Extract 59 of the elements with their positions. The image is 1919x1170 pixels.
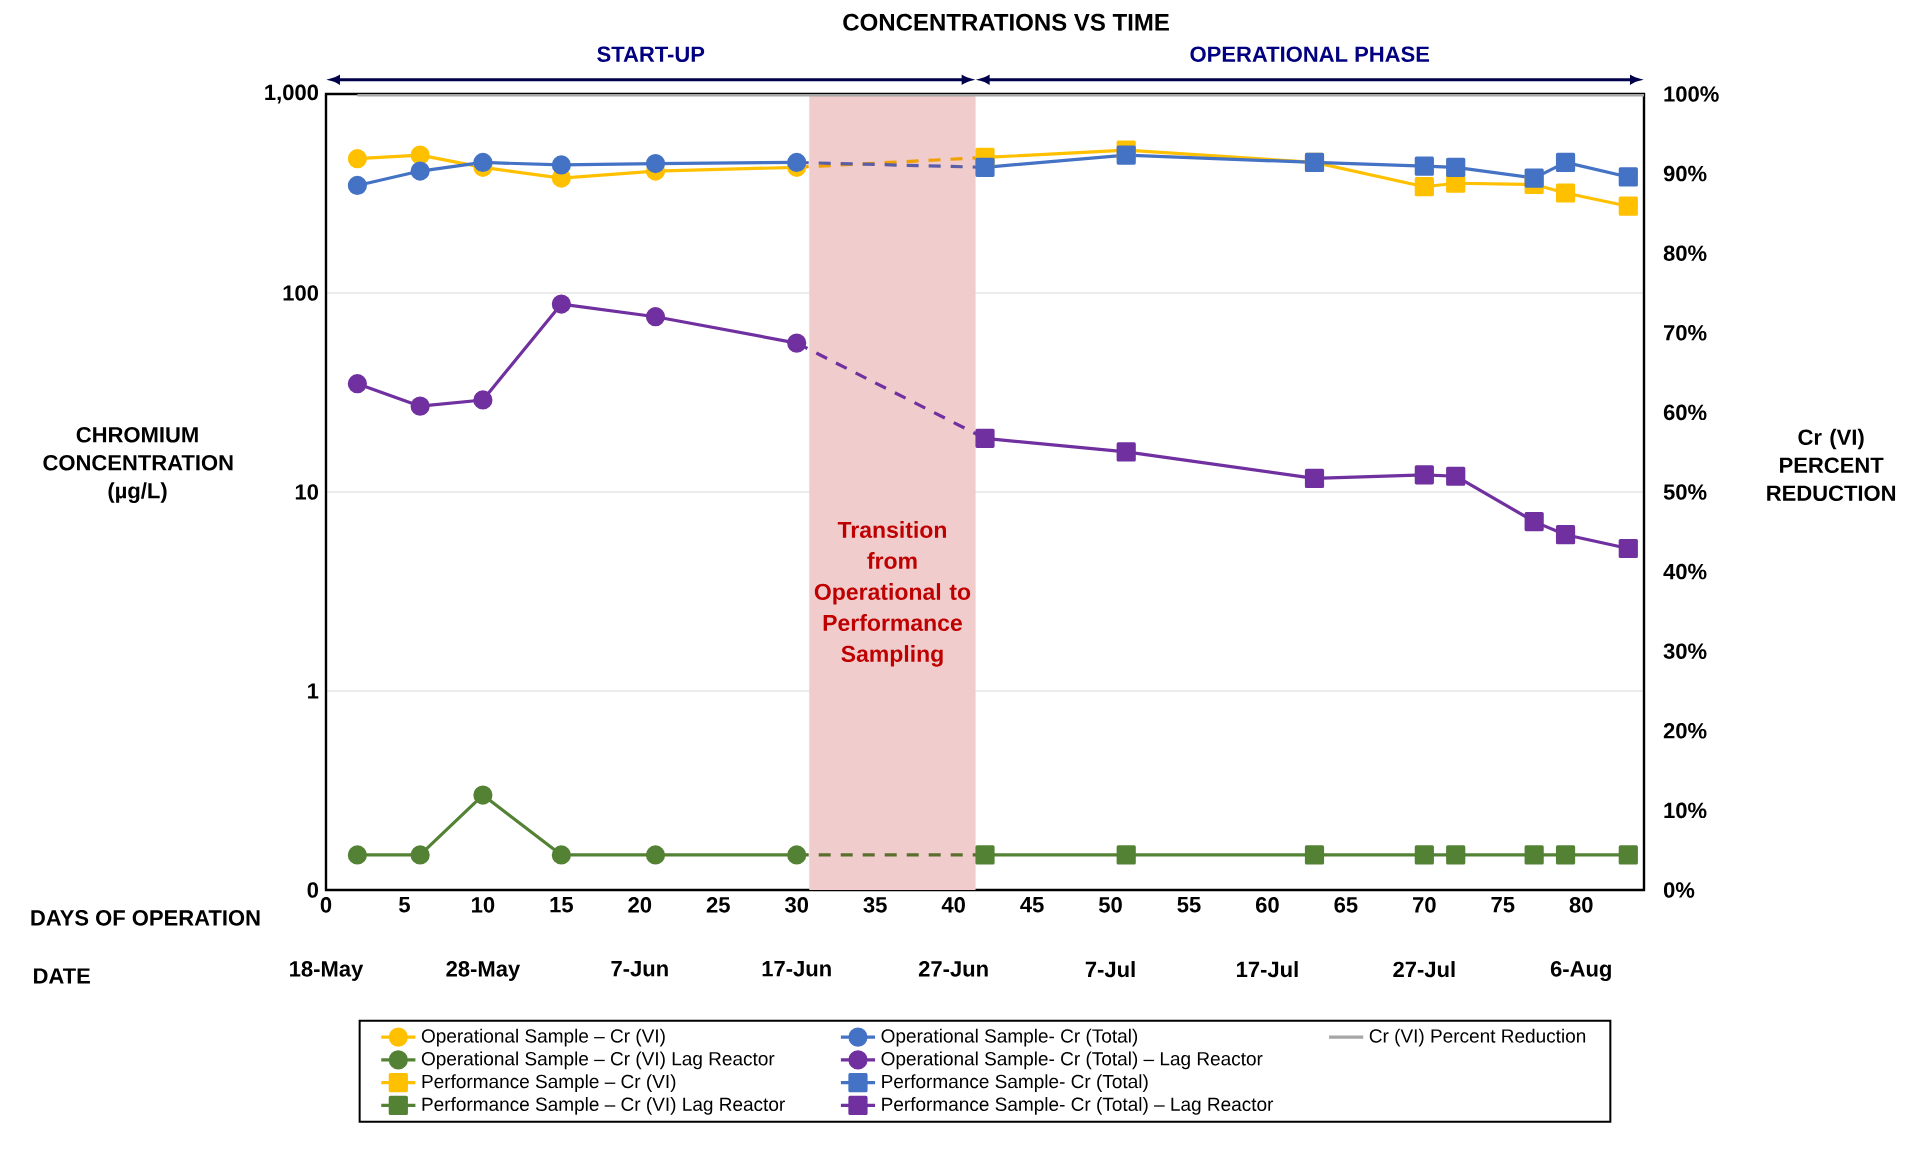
x-tick-label: 0 bbox=[320, 897, 332, 913]
y2-tick-label: 40% bbox=[1663, 563, 1707, 580]
y2-tick-label: 100% bbox=[1664, 86, 1719, 102]
x2-tick-label: 17-Jun bbox=[762, 961, 831, 977]
x-tick-label: 80 bbox=[1569, 897, 1593, 913]
y2-tick-label: 10% bbox=[1664, 802, 1707, 819]
x2-tick-label: 27-Jul bbox=[1393, 961, 1455, 978]
y-tick-label: 100 bbox=[283, 285, 319, 301]
y2-tick-label: 20% bbox=[1663, 723, 1707, 739]
x-tick-label: 40 bbox=[941, 897, 965, 913]
legend-label: Operational Sample- Cr (Total) bbox=[881, 1028, 1138, 1047]
text: OPERATIONAL PHASE bbox=[1190, 46, 1430, 62]
text: START-UP bbox=[597, 46, 705, 62]
legend-label: Operational Sample- Cr (Total) – Lag Reactor bbox=[881, 1051, 1263, 1070]
y2-axis-title: Cr (VI) PERCENT REDUCTION bbox=[1767, 428, 1896, 501]
legend-label: Operational Sample – Cr (VI) bbox=[421, 1028, 665, 1047]
x2-tick-label: 27-Jun bbox=[918, 961, 988, 977]
y-tick-label: 1,000 bbox=[265, 84, 319, 104]
y2-tick-label: 30% bbox=[1663, 643, 1707, 659]
x-tick-label: 10 bbox=[472, 897, 495, 913]
y2-tick-label: 50% bbox=[1663, 484, 1707, 500]
x-tick-label: 25 bbox=[706, 897, 730, 913]
y2-tick-label: 70% bbox=[1664, 325, 1707, 341]
legend-label: Performance Sample – Cr (VI) bbox=[422, 1074, 676, 1092]
legend-label: Operational Sample – Cr (VI) Lag Reactor bbox=[421, 1051, 775, 1070]
y-axis-title: CHROMIUM CONCENTRATION (µg/L) bbox=[43, 426, 233, 503]
y-tick-label: 1 bbox=[308, 683, 319, 699]
x-tick-label: 45 bbox=[1020, 897, 1044, 913]
chart-title: CONCENTRATIONS VS TIME bbox=[843, 13, 1169, 31]
x2-tick-label: 7-Jul bbox=[1085, 961, 1135, 978]
x-tick-label: 75 bbox=[1491, 897, 1515, 913]
x2-axis-title: DATE bbox=[34, 968, 90, 984]
x-tick-label: 30 bbox=[784, 897, 809, 913]
x2-tick-label: 28-May bbox=[446, 961, 521, 981]
x2-tick-label: 6-Aug bbox=[1550, 961, 1611, 982]
x-tick-label: 15 bbox=[550, 897, 573, 913]
y2-tick-label: 90% bbox=[1663, 165, 1707, 182]
x-tick-label: 70 bbox=[1413, 897, 1436, 913]
x-tick-label: 55 bbox=[1177, 897, 1201, 913]
y-tick-label: 10 bbox=[295, 484, 319, 500]
y-tick-label: 0 bbox=[307, 882, 319, 898]
y2-tick-label: 60% bbox=[1663, 404, 1707, 421]
x-tick-label: 35 bbox=[863, 897, 887, 913]
x-tick-label: 65 bbox=[1334, 897, 1358, 913]
band-label: Transition from Operational to Performance Sampling bbox=[814, 521, 971, 667]
x2-tick-label: 7-Jun bbox=[611, 961, 668, 977]
x-tick-label: 5 bbox=[399, 897, 410, 913]
x-tick-label: 50 bbox=[1098, 897, 1122, 913]
x2-tick-label: 18-May bbox=[290, 961, 364, 981]
legend-label: Performance Sample- Cr (Total) – Lag Reactor bbox=[882, 1097, 1274, 1115]
x-tick-label: 20 bbox=[628, 897, 652, 913]
x-axis-title: DAYS OF OPERATION bbox=[31, 910, 260, 926]
legend-label: Performance Sample- Cr (Total) bbox=[882, 1074, 1148, 1092]
y2-tick-label: 0% bbox=[1663, 882, 1695, 898]
legend-label: Performance Sample – Cr (VI) Lag Reactor bbox=[422, 1097, 785, 1115]
x-tick-label: 60 bbox=[1256, 897, 1279, 913]
x2-tick-label: 17-Jul bbox=[1237, 961, 1298, 978]
legend-label: Cr (VI) Percent Reduction bbox=[1369, 1028, 1586, 1047]
y2-tick-label: 80% bbox=[1663, 245, 1707, 261]
